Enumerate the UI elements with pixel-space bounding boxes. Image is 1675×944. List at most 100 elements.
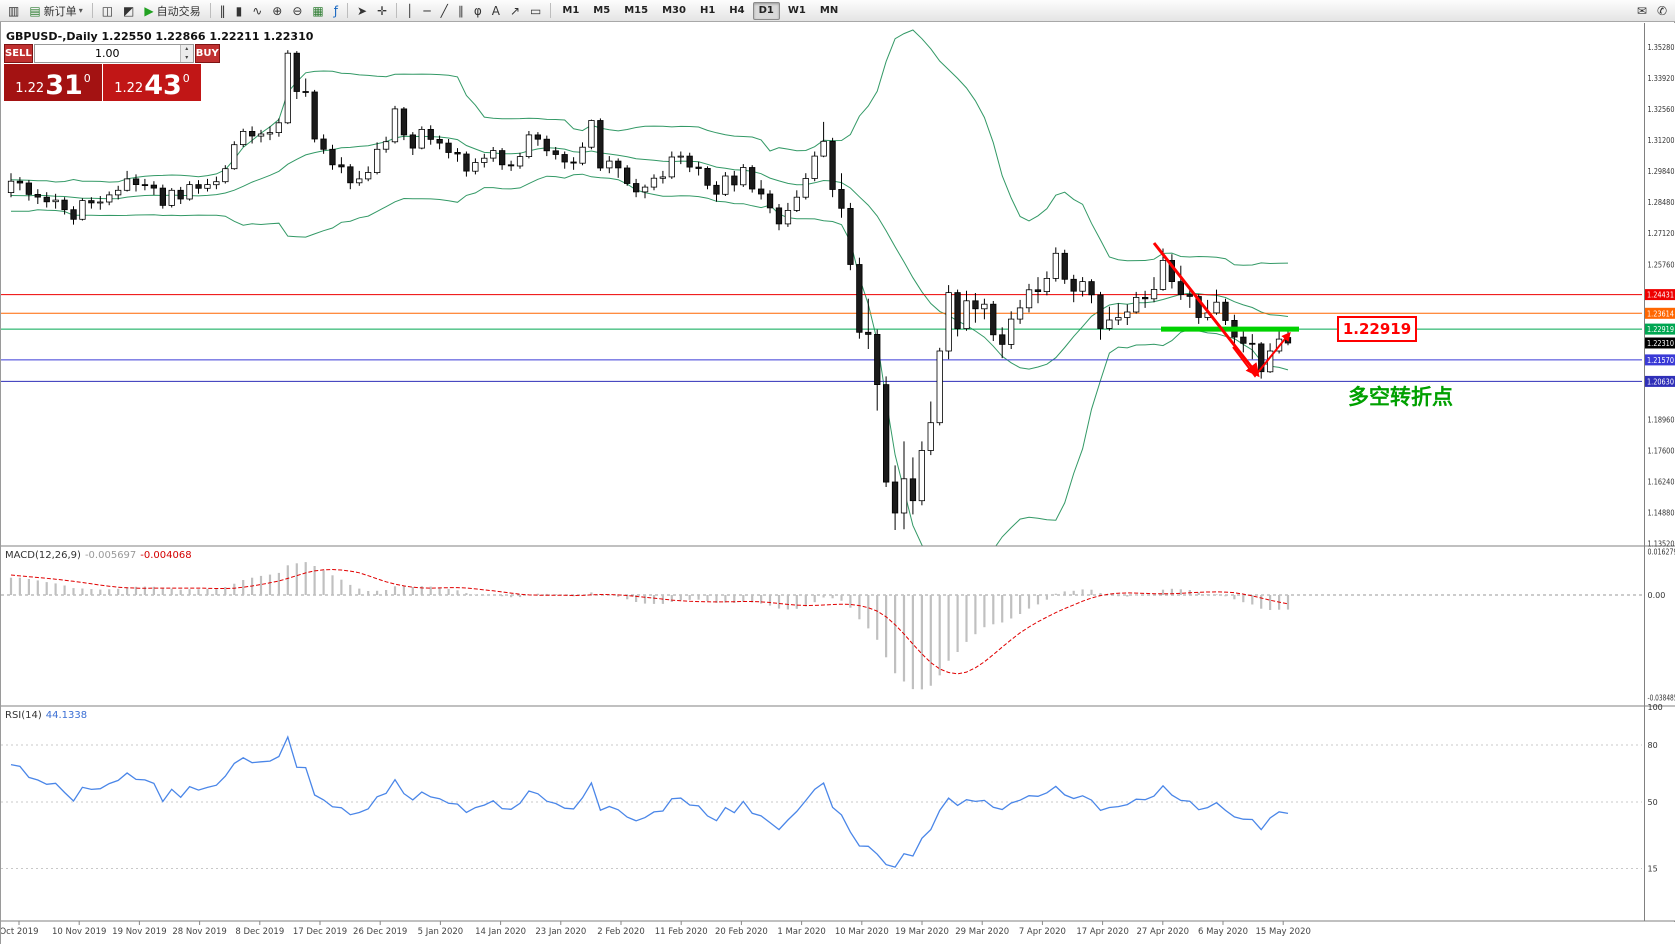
text-tool-button[interactable]: A (488, 2, 504, 20)
sell-price-display[interactable]: 1.22 31 0 (4, 64, 102, 101)
candle-body (927, 422, 934, 451)
candle-body (231, 144, 238, 170)
chart-canvas[interactable]: 1.22919 多空转折点 1.35280 1.33920 1.32560 1.31200… (1, 22, 1675, 944)
price-tag[interactable] (1645, 307, 1675, 319)
new-order-button[interactable]: ▤ 新订单 ▾ (25, 2, 86, 20)
price-tag[interactable] (1645, 337, 1675, 349)
timeframe-button-m5[interactable]: M5 (593, 5, 611, 16)
candle-body (740, 167, 747, 186)
candle-body (1088, 281, 1095, 296)
candle-body (364, 172, 372, 180)
candle-body (775, 207, 783, 225)
price-tag-label: 1.21570 (1647, 356, 1674, 365)
timeframe-button-h1[interactable]: H1 (699, 5, 716, 16)
candle-body (150, 184, 158, 189)
rsi-axis-label: 100 (1648, 703, 1663, 712)
timeframe-button-mn[interactable]: MN (819, 5, 839, 16)
candle-body (516, 156, 524, 167)
buy-price-display[interactable]: 1.22 43 0 (103, 64, 201, 101)
new-order-icon: ▤ (29, 3, 41, 18)
shapes-button[interactable]: ▭ (526, 2, 545, 20)
channel-button[interactable]: ∥ (454, 2, 468, 20)
candle-body (1133, 296, 1140, 313)
price-tag[interactable] (1645, 375, 1675, 387)
volume-down-button[interactable]: ▾ (180, 53, 193, 62)
candle-body (891, 481, 899, 514)
candle-body (79, 200, 86, 220)
volume-up-button[interactable]: ▴ (180, 45, 193, 54)
buy-price-base: 1.22 (114, 81, 144, 96)
candle-body (1025, 289, 1033, 309)
price-tick-label: 1.32560 (1648, 105, 1675, 114)
bollinger-lower-band (10, 173, 1289, 546)
x-axis-date-label: Oct 2019 (1, 927, 39, 937)
candle-body (204, 184, 211, 189)
candle-body (909, 478, 917, 502)
x-axis-date-label: 2 Feb 2020 (597, 927, 645, 937)
price-tag[interactable] (1645, 323, 1675, 335)
candle-body (1240, 336, 1247, 344)
candle-body (972, 300, 979, 310)
price-tag[interactable] (1645, 354, 1675, 366)
annotation-note-text[interactable]: 多空转折点 (1348, 385, 1453, 409)
candle-body (222, 168, 229, 183)
bar-chart-button[interactable]: ‖ (216, 2, 230, 20)
price-axis[interactable] (1644, 23, 1675, 921)
messages-button[interactable]: ✉ (1633, 2, 1651, 20)
zoom-out-button[interactable]: ⊖ (288, 2, 306, 20)
timeframe-button-h4[interactable]: H4 (729, 5, 745, 16)
market-watch-button[interactable]: ◫ (98, 2, 117, 20)
timeframe-button-d1[interactable]: D1 (752, 1, 780, 20)
rsi-value: 44.1338 (45, 710, 88, 721)
candle-body (1249, 342, 1256, 345)
downtrend-arrow[interactable] (1152, 242, 1260, 378)
price-tag[interactable] (1645, 289, 1675, 301)
price-tag-label: 1.22310 (1647, 339, 1674, 348)
cursor-button[interactable]: ➤ (353, 2, 371, 20)
bollinger-middle-band (10, 135, 1289, 370)
vertical-line-button[interactable]: │ (402, 2, 417, 20)
sell-button[interactable]: SELL (4, 44, 33, 63)
horizontal-line-button[interactable]: ─ (419, 2, 434, 20)
timeframe-button-m30[interactable]: M30 (662, 5, 686, 16)
rsi-panel[interactable] (1, 707, 1642, 920)
navigator-button[interactable]: ◩ (119, 2, 138, 20)
candle-body (356, 178, 363, 184)
price-tag-label: 1.24431 (1647, 291, 1674, 300)
new-chart-button[interactable]: ▥ (4, 2, 23, 20)
candle-body (293, 52, 300, 92)
zoom-in-button[interactable]: ⊕ (268, 2, 286, 20)
candle-body (445, 142, 452, 153)
candle-body (793, 196, 800, 211)
bounce-arrow[interactable] (1232, 331, 1291, 378)
autotrading-button[interactable]: ▶ 自动交易 (140, 2, 204, 20)
candle-body (498, 150, 506, 166)
line-chart-button[interactable]: ∿ (248, 2, 266, 20)
trendline-button[interactable]: ╱ (437, 2, 452, 20)
time-axis[interactable] (1, 922, 1675, 944)
candle-body (1079, 281, 1086, 292)
rsi-axis-label: 15 (1648, 865, 1658, 874)
price-callout-box[interactable] (1337, 316, 1417, 342)
candlestick-chart-button[interactable]: ▮ (232, 2, 247, 20)
timeframe-button-m1[interactable]: M1 (562, 5, 580, 16)
grid-button[interactable]: ▦ (308, 2, 327, 20)
chart-plot-area[interactable] (1, 23, 1642, 546)
candle-body (490, 150, 497, 159)
candle-body (999, 334, 1006, 345)
support-button[interactable]: ✆ (1653, 2, 1671, 20)
candle-body (838, 188, 845, 209)
indicators-button[interactable]: ƒ (330, 2, 342, 20)
fibonacci-button[interactable]: φ (470, 2, 486, 20)
arrow-tool-button[interactable]: ↗ (506, 2, 524, 20)
volume-input[interactable] (34, 45, 180, 62)
timeframe-button-m15[interactable]: M15 (624, 5, 649, 16)
candle-body (70, 209, 77, 220)
timeframe-button-w1[interactable]: W1 (787, 5, 806, 16)
macd-panel[interactable] (1, 547, 1642, 705)
candle-body (525, 134, 533, 158)
candle-body (418, 129, 425, 149)
buy-button[interactable]: BUY (194, 44, 220, 63)
crosshair-button[interactable]: ✛ (373, 2, 391, 20)
candle-body (338, 164, 345, 168)
